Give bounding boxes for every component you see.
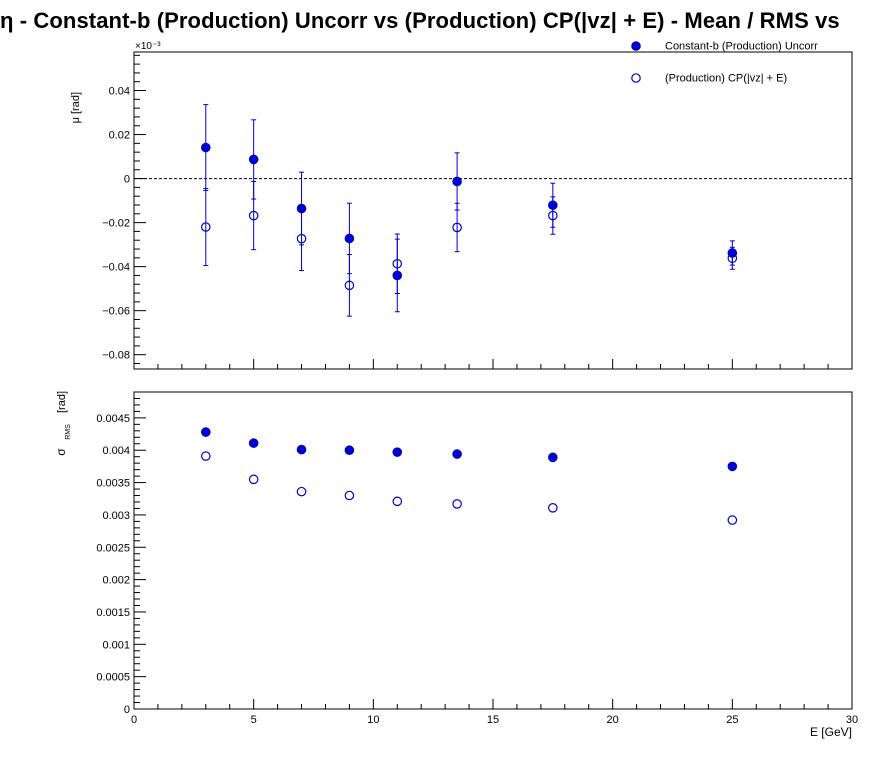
rms-y-tick-label: 0.004 bbox=[102, 445, 130, 457]
rms-point-uncorr bbox=[727, 461, 738, 472]
legend-marker-cp bbox=[631, 73, 641, 83]
rms-axis-ticks: 0 0.0005 0.001 0.0015 0.002 0.0025 0.003 0.0035… bbox=[96, 391, 858, 726]
mean-y-axis-label: μ [rad] bbox=[70, 92, 82, 123]
legend-label-cp: (Production) CP(|vz| + E) bbox=[665, 73, 787, 85]
mean-y-tick-label: 0 bbox=[124, 174, 130, 186]
chart-title: η - Constant-b (Production) Uncorr vs (P… bbox=[0, 8, 840, 33]
legend: Constant-b (Production) Uncorr (Producti… bbox=[631, 41, 818, 85]
rms-y-axis-unit: [rad] bbox=[56, 391, 68, 413]
x-tick-label: 30 bbox=[846, 714, 858, 726]
rms-y-tick-label: 0.0025 bbox=[96, 542, 130, 554]
mean-point-cp bbox=[248, 210, 259, 221]
rms-y-tick-label: 0.0015 bbox=[96, 607, 130, 619]
mean-point-cp bbox=[452, 222, 462, 233]
rms-y-axis-subscript: RMS bbox=[65, 424, 72, 440]
rms-y-tick-label: 0.002 bbox=[102, 575, 130, 587]
x-tick-label: 10 bbox=[367, 714, 379, 726]
rms-y-tick-label: 0.0035 bbox=[96, 478, 130, 490]
mean-point-uncorr bbox=[201, 142, 211, 153]
rms-point-cp bbox=[392, 496, 403, 507]
rms-y-tick-label: 0.003 bbox=[102, 510, 130, 522]
rms-point-uncorr bbox=[452, 449, 462, 459]
rms-y-tick-label: 0 bbox=[124, 704, 130, 716]
rms-point-uncorr bbox=[248, 438, 259, 448]
legend-label-uncorr: Constant-b (Production) Uncorr bbox=[665, 41, 818, 53]
mean-y-tick-label: 0.04 bbox=[109, 86, 130, 98]
mean-point-cp bbox=[392, 258, 403, 269]
rms-point-uncorr bbox=[201, 427, 211, 437]
mean-y-tick-label: −0.08 bbox=[102, 350, 130, 362]
rms-panel: σ RMS [rad] E [GeV] 0 0.0005 0.001 0.0015 0.… bbox=[54, 391, 858, 739]
rms-data-marks bbox=[201, 427, 738, 525]
mean-y-tick-label: −0.04 bbox=[102, 262, 130, 274]
mean-point-uncorr bbox=[344, 233, 355, 244]
mean-panel: μ [rad] ×10⁻³ −0.08 −0.06 −0.04 −0.02 0 0.02 0… bbox=[70, 41, 853, 370]
x-tick-label: 0 bbox=[131, 714, 137, 726]
rms-y-tick-label: 0.0045 bbox=[96, 413, 130, 425]
mean-point-uncorr bbox=[452, 176, 462, 187]
mean-y-tick-label: 0.02 bbox=[109, 130, 130, 142]
rms-point-cp bbox=[727, 515, 738, 525]
rms-point-uncorr bbox=[548, 452, 558, 463]
x-axis-label: E [GeV] bbox=[810, 725, 852, 739]
mean-y-tick-label: −0.06 bbox=[102, 306, 130, 318]
mean-axis-ticks: −0.08 −0.06 −0.04 −0.02 0 0.02 0.04 bbox=[102, 54, 853, 369]
x-tick-label: 5 bbox=[251, 714, 257, 726]
rms-y-axis-sigma: σ bbox=[54, 448, 68, 456]
legend-marker-uncorr bbox=[631, 41, 641, 51]
x-tick-label: 20 bbox=[607, 714, 619, 726]
rms-point-cp bbox=[248, 474, 259, 485]
x-tick-label: 15 bbox=[487, 714, 499, 726]
rms-point-cp bbox=[201, 451, 211, 461]
rms-point-cp bbox=[548, 503, 558, 513]
mean-point-cp bbox=[201, 222, 211, 232]
rms-point-uncorr bbox=[344, 445, 355, 456]
rms-point-cp bbox=[296, 486, 307, 497]
rms-y-tick-label: 0.001 bbox=[102, 639, 130, 651]
mean-data-marks bbox=[201, 104, 738, 317]
rms-point-uncorr bbox=[296, 444, 307, 455]
mean-point-uncorr bbox=[248, 154, 259, 165]
rms-plot-frame bbox=[133, 391, 853, 710]
rms-y-axis-label: σ RMS [rad] bbox=[54, 391, 72, 456]
rms-point-cp bbox=[452, 499, 462, 509]
mean-plot-frame bbox=[133, 51, 853, 370]
x-tick-label: 25 bbox=[726, 714, 738, 726]
rms-point-uncorr bbox=[392, 447, 403, 457]
mean-point-cp bbox=[727, 253, 738, 264]
mean-y-tick-label: −0.02 bbox=[102, 218, 130, 230]
rms-point-cp bbox=[344, 490, 355, 501]
mean-point-cp bbox=[548, 210, 558, 221]
mean-y-exponent: ×10⁻³ bbox=[135, 41, 161, 52]
mean-point-cp bbox=[344, 280, 355, 291]
mean-point-cp bbox=[296, 233, 307, 244]
rms-y-tick-label: 0.0005 bbox=[96, 672, 130, 684]
